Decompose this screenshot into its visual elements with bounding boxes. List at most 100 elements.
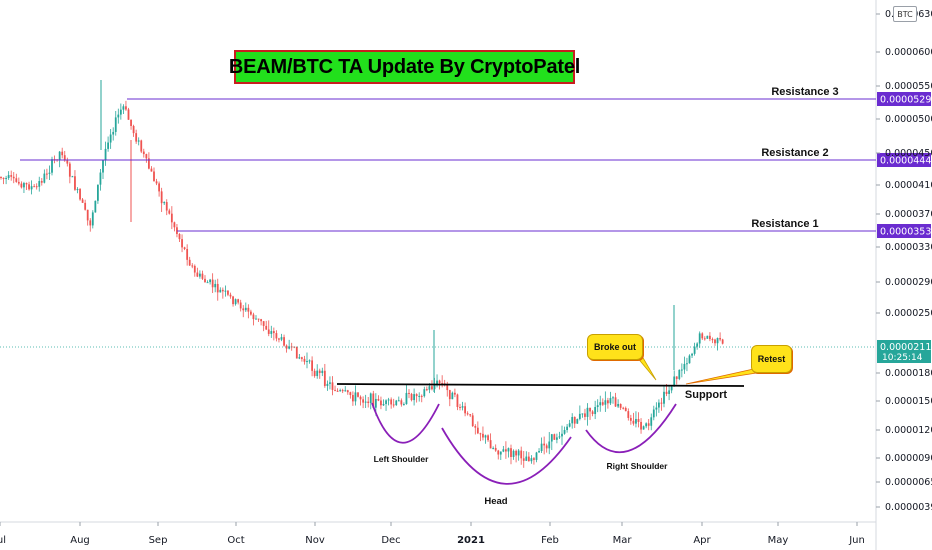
candle-body [655,407,658,410]
candle-body [464,406,466,414]
candle-body [81,199,84,203]
candle-body [63,155,66,161]
candle-body [385,400,387,405]
candle-body [403,404,405,406]
candle-body [28,184,30,190]
candle-body [469,414,472,416]
candle-body [229,294,232,297]
candle-body [591,411,594,415]
pattern-layer: Support Left Shoulder Head Right Shoulder [336,355,764,507]
candle-body [607,400,609,404]
candle-body [456,394,459,407]
candle-body [183,247,186,249]
quote-currency-badge[interactable]: BTC [893,6,917,22]
time-tick-label: Jul [0,535,6,546]
candle-body [0,177,2,178]
candle-body [556,437,558,440]
candle-body [599,402,602,406]
candle-body [405,392,408,405]
candle-body [130,119,132,126]
candle-body [596,405,599,408]
candle-body [170,213,173,223]
candle-body [5,178,7,180]
candle-body [102,160,104,173]
candle-body [507,448,510,452]
candle-body [540,443,543,452]
candle-body [12,176,15,179]
price-tick-label: 0.0000065 [885,477,932,488]
candle-body [211,279,214,288]
candle-body [517,450,520,456]
candle-body [216,283,219,293]
candle-body [79,189,81,200]
candle-body [346,390,349,393]
candle-body [461,406,464,408]
price-tick-label: 0.0000500 [885,114,932,125]
candle-body [372,393,375,408]
candle-body [502,449,505,452]
candle-body [609,398,612,404]
candle-body [58,151,61,160]
time-tick-label: Mar [613,535,633,546]
candle-body [533,458,535,460]
candle-body [377,398,380,401]
candle-body [415,394,418,397]
candle-body [691,353,693,356]
candle-body [160,191,163,204]
candle-body [316,370,319,377]
candle-body [341,390,344,392]
current-price-tag [877,340,931,363]
candle-body [242,308,245,311]
candle-body [354,392,357,402]
candle-body [40,181,43,183]
candle-body [425,389,428,391]
chart-title: BEAM/BTC TA Update By CryptoPatel [229,50,580,84]
candle-body [538,451,540,453]
candle-body [484,435,487,438]
candle-body [46,173,48,175]
candle-body [543,443,546,446]
time-tick-label: Dec [381,535,400,546]
candle-body [474,426,477,428]
candle-body [252,314,255,320]
candle-body [295,346,298,359]
candle-body [244,307,247,311]
price-tick-label: 0.0000150 [885,396,932,407]
candle-body [446,385,449,391]
candle-body [364,401,367,403]
price-tick-label: 0.0000370 [885,209,932,220]
candle-body [400,400,403,405]
candle-body [97,184,99,201]
candle-body [614,397,617,407]
candle-body [272,331,275,334]
candle-body [91,212,94,226]
price-tick-label: 0.0000039 [885,502,932,513]
candle-body [232,296,234,305]
candles-layer [0,80,724,468]
candle-body [431,386,433,390]
candle-body [438,380,441,384]
candle-body [306,361,308,363]
candle-body [629,417,632,421]
candle-body [94,200,97,213]
candle-body [494,447,497,451]
candle-body [706,335,709,339]
candle-body [255,318,257,320]
candle-body [645,423,648,427]
candle-body [392,404,395,406]
candle-body [640,421,642,430]
candle-body [594,407,597,415]
candle-body [206,282,209,284]
candle-body [716,338,719,344]
candle-body [604,400,607,405]
candle-body [313,370,316,377]
candle-body [454,392,456,395]
resistance-label: Resistance 1 [751,218,818,230]
candle-body [209,279,211,283]
candle-body [436,380,438,386]
candle-body [137,140,140,142]
candle-body [219,289,222,293]
candle-body [66,160,69,164]
resistance-label: Resistance 3 [771,86,838,98]
